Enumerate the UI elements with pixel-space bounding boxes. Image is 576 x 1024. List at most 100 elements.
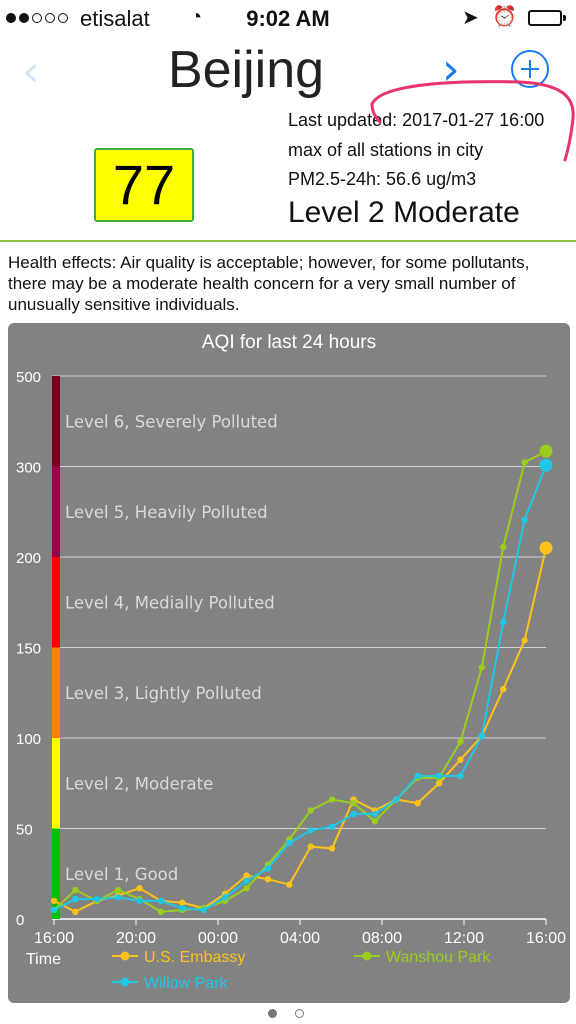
previous-city-chevron-icon[interactable]: ‹ [22, 46, 40, 97]
data-point [114, 894, 122, 901]
data-point [457, 756, 464, 763]
data-point [307, 807, 314, 814]
data-point [286, 881, 293, 888]
data-point [243, 885, 250, 892]
data-point [286, 839, 293, 847]
x-tick-label: 00:00 [198, 930, 238, 947]
y-tick-label: 200 [16, 550, 41, 567]
level-band-label: Level 1, Good [65, 865, 178, 884]
city-title: Beijing [167, 41, 325, 99]
location-arrow-icon: ➤ [462, 7, 479, 29]
data-point [414, 799, 421, 807]
y-tick-label: 0 [16, 912, 24, 929]
aqi-level-text: Level 2 Moderate [288, 196, 520, 229]
data-point [500, 685, 507, 693]
data-point [221, 894, 229, 901]
data-point [243, 872, 250, 879]
data-point [307, 827, 314, 834]
legend-label: Willow Park [144, 975, 229, 992]
status-bar: etisalat ◔ 9:02 AM ➤ ⏰ [0, 0, 576, 38]
y-tick-label: 150 [16, 641, 41, 658]
legend-swatch-dot [120, 951, 130, 961]
level-band-label: Level 4, Medially Polluted [65, 593, 275, 612]
data-point [93, 895, 100, 903]
level-band [52, 376, 60, 467]
level-band-label: Level 2, Moderate [65, 774, 213, 793]
data-point [350, 810, 357, 818]
last-updated-text: Last updated: 2017-01-27 16:00 [288, 110, 545, 130]
data-point [179, 899, 186, 906]
x-tick-label: 12:00 [444, 930, 484, 947]
carrier-name: etisalat [80, 6, 150, 31]
alarm-icon: ⏰ [492, 6, 517, 28]
series-line [53, 464, 547, 911]
data-point [200, 906, 207, 914]
data-point [500, 543, 507, 551]
legend-swatch-dot [120, 977, 130, 987]
level-band [52, 738, 60, 829]
chart-title: AQI for last 24 hours [202, 332, 376, 353]
scope-text: max of all stations in city [288, 140, 484, 160]
data-point [328, 796, 336, 803]
y-tick-label: 50 [16, 822, 33, 839]
data-point [414, 772, 421, 780]
page-dot[interactable] [295, 1009, 304, 1018]
x-tick-label: 04:00 [280, 930, 320, 947]
data-point [307, 843, 314, 850]
data-point [136, 897, 143, 905]
data-point [393, 796, 400, 803]
status-time: 9:02 AM [246, 6, 330, 31]
data-point [328, 823, 336, 830]
x-tick-label: 16:00 [34, 930, 74, 947]
data-point [264, 875, 272, 883]
data-point [72, 886, 79, 894]
data-point [157, 908, 165, 915]
data-point [50, 897, 58, 905]
page-dot-active[interactable] [268, 1009, 277, 1018]
legend-label: U.S. Embassy [144, 949, 245, 966]
data-point [539, 458, 553, 472]
series-line [53, 450, 547, 913]
data-point [264, 865, 272, 872]
data-point [435, 780, 443, 787]
y-tick-label: 500 [16, 369, 41, 386]
data-point [157, 897, 165, 905]
level-band [52, 828, 60, 919]
y-tick-label: 300 [16, 460, 41, 477]
level-band-label: Level 5, Heavily Polluted [65, 503, 268, 522]
level-band [52, 466, 60, 557]
data-point [521, 516, 528, 524]
next-city-chevron-icon[interactable]: › [442, 44, 460, 95]
add-city-plus-icon[interactable] [511, 50, 549, 88]
x-tick-label: 20:00 [116, 930, 156, 947]
pm25-text: PM2.5-24h: 56.6 ug/m3 [288, 169, 477, 189]
data-point [435, 772, 443, 780]
data-point [457, 772, 464, 780]
level-band [52, 557, 60, 648]
page-indicator[interactable] [268, 1009, 304, 1018]
legend-swatch-dot [362, 951, 372, 961]
data-point [478, 732, 486, 740]
aqi-value-badge: 77 [94, 148, 194, 222]
battery-icon [528, 10, 566, 26]
legend-label: Wanshou Park [386, 949, 491, 966]
wifi-icon: ◔ [190, 6, 203, 28]
data-point [539, 541, 553, 555]
x-axis-label: Time [26, 951, 61, 968]
divider [0, 240, 576, 242]
health-effects-text: Health effects: Air quality is acceptabl… [8, 253, 530, 314]
data-point [72, 895, 79, 903]
data-point [179, 904, 186, 912]
data-point [136, 885, 143, 892]
data-point [521, 637, 528, 644]
data-point [371, 818, 379, 825]
aqi-chart: AQI for last 24 hours 0 50 100 150 200 300 500 L… [16, 332, 566, 992]
data-point [478, 664, 486, 671]
data-point [539, 444, 553, 458]
signal-strength-icon [6, 13, 68, 23]
level-band-label: Level 3, Lightly Polluted [65, 684, 262, 703]
data-point [50, 906, 58, 914]
x-tick-label: 16:00 [526, 930, 566, 947]
data-point [350, 799, 357, 807]
data-point [243, 877, 250, 885]
